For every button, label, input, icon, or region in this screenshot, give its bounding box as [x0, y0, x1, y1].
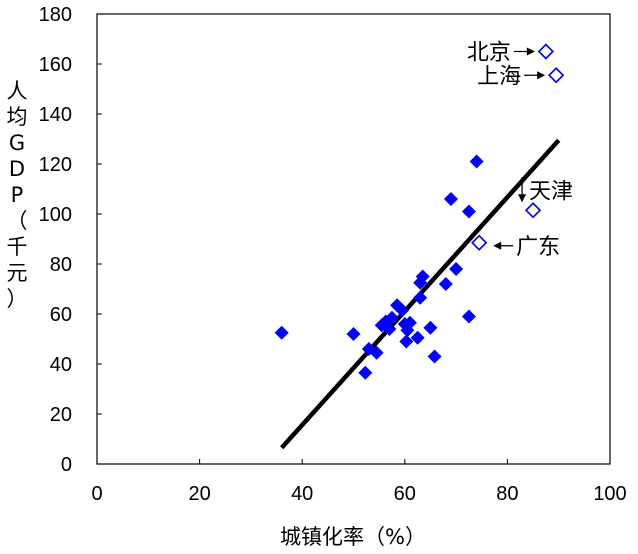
- annotation-arrowhead: [526, 47, 535, 56]
- data-point: [382, 322, 397, 336]
- x-tick-label: 20: [188, 483, 210, 505]
- x-axis-title: 城镇化率（%）: [280, 525, 426, 549]
- y-tick-label: 120: [39, 154, 72, 176]
- annotation-label: 天津: [529, 179, 573, 204]
- x-tick-label: 40: [291, 483, 313, 505]
- y-tick-label: 80: [50, 254, 72, 276]
- data-point: [346, 327, 361, 341]
- data-point-open: [548, 67, 565, 84]
- x-tick-label: 60: [394, 483, 416, 505]
- y-tick-label: 140: [39, 104, 72, 126]
- x-tick-label: 0: [91, 483, 102, 505]
- y-tick-label: 60: [50, 304, 72, 326]
- annotation-arrowhead: [518, 194, 527, 203]
- data-points: [274, 43, 565, 380]
- annotation-label: 上海: [477, 64, 521, 89]
- data-point: [438, 277, 453, 291]
- data-point: [469, 154, 484, 169]
- annotation-label: 广东: [516, 235, 560, 260]
- data-point: [461, 204, 476, 219]
- y-tick-label: 100: [39, 204, 72, 226]
- data-point: [423, 320, 438, 335]
- data-point: [369, 345, 384, 360]
- data-point: [358, 365, 373, 380]
- annotation-label: 北京: [467, 41, 511, 66]
- y-tick-label: 160: [39, 54, 72, 76]
- y-axis-ticks: 0 20 40 60 80 100 120 140 160 180: [39, 4, 102, 476]
- plot-area-frame: [96, 13, 611, 465]
- data-point: [384, 310, 399, 325]
- y-tick-label: 0: [61, 454, 72, 476]
- y-tick-label: 40: [50, 354, 72, 376]
- data-point-open: [537, 43, 555, 60]
- data-point: [395, 303, 410, 318]
- y-tick-label: 180: [39, 4, 72, 26]
- x-tick-label: 80: [496, 483, 518, 505]
- y-axis-title: 人均 G D P （千元）: [7, 79, 28, 311]
- x-axis-ticks: 0 20 40 60 80 100: [91, 459, 627, 505]
- data-point-open: [471, 234, 488, 251]
- data-point: [461, 309, 476, 324]
- annotation-arrowhead: [537, 71, 546, 80]
- data-point: [415, 269, 430, 284]
- data-point: [402, 315, 417, 330]
- x-tick-label: 100: [593, 483, 626, 505]
- data-point: [399, 334, 414, 349]
- data-point: [443, 192, 458, 206]
- annotation-arrowhead: [493, 241, 502, 250]
- y-tick-label: 20: [50, 404, 72, 426]
- data-point: [410, 330, 425, 345]
- data-point: [413, 290, 428, 305]
- data-point: [274, 325, 289, 340]
- data-point: [449, 262, 464, 276]
- data-point: [427, 349, 442, 364]
- data-point-open: [524, 202, 542, 219]
